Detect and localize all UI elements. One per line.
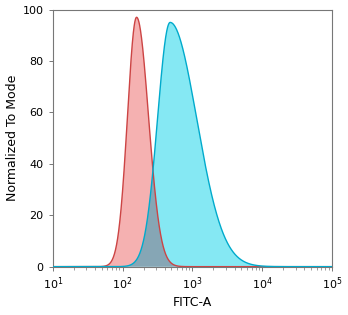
X-axis label: FITC-A: FITC-A [173,296,212,309]
Y-axis label: Normalized To Mode: Normalized To Mode [6,75,18,201]
